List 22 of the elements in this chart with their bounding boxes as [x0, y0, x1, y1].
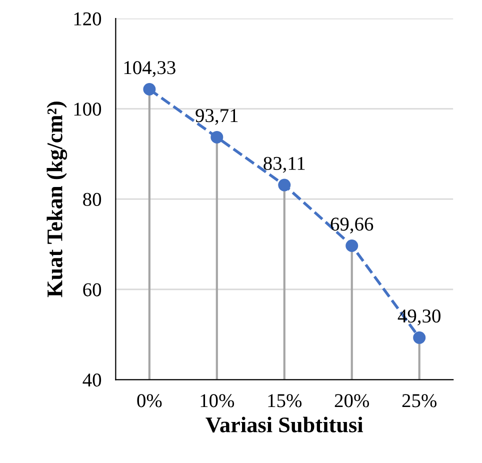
y-tick-label: 100 [74, 102, 102, 116]
point [413, 331, 426, 344]
y-tick-label: 120 [74, 12, 102, 26]
data-label: 69,66 [330, 218, 374, 234]
point [346, 240, 358, 252]
y-tick-label: 60 [83, 283, 102, 296]
y-axis-title: Kuat Tekan (kg/cm²) [46, 102, 68, 298]
point [143, 83, 156, 96]
data-label: 83,11 [264, 156, 305, 173]
x-tick-label: 0% [137, 394, 162, 408]
x-tick-label: 10% [200, 394, 234, 408]
x-tick-label: 25% [402, 394, 436, 408]
x-tick-label: 20% [334, 394, 370, 408]
y-tick-label: 40 [82, 373, 102, 387]
y-tick-label: 80 [83, 192, 102, 206]
data-label: 104,33 [124, 61, 176, 77]
point [278, 178, 291, 192]
x-axis-title: Variasi Subtitusi [206, 416, 363, 432]
x-tick-label: 15% [268, 394, 302, 408]
data-label: 49,30 [398, 309, 440, 326]
point [210, 130, 224, 144]
data-label: 93,71 [196, 109, 238, 125]
